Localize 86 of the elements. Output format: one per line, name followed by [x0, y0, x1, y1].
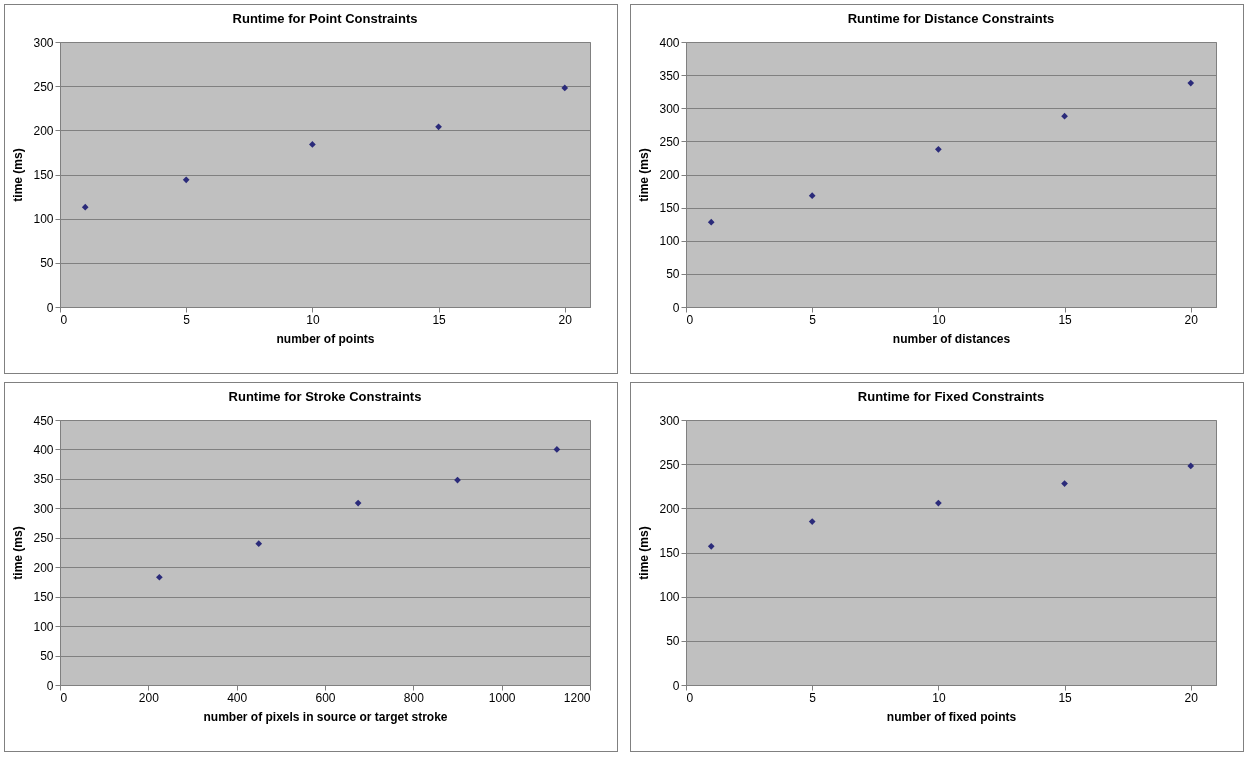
- point: [707, 218, 715, 226]
- y-axis-title: time (ms): [637, 148, 652, 202]
- point: [1187, 79, 1195, 87]
- x-tick-label: 20: [1184, 690, 1199, 705]
- y-tick-label: 350: [33, 472, 54, 487]
- point: [435, 123, 442, 131]
- y-axis-title: time (ms): [637, 526, 652, 580]
- x-tick-label: 0: [60, 312, 68, 327]
- point: [81, 203, 89, 211]
- y-tick-label: 200: [659, 501, 680, 516]
- x-tick-label: 5: [809, 312, 817, 327]
- x-tick-label: 0: [686, 690, 694, 705]
- x-tick-label: 10: [306, 312, 320, 327]
- y-tick-label: 250: [659, 457, 680, 472]
- y-axis-title: time (ms): [11, 526, 26, 580]
- y-tick-label: 350: [659, 68, 680, 83]
- x-tick-label: 10: [932, 312, 946, 327]
- point: [1187, 462, 1195, 470]
- y-tick-label: 200: [33, 123, 54, 138]
- x-tick-label: 800: [403, 690, 425, 705]
- y-tick-label: 100: [33, 212, 54, 227]
- x-tick-label: 1200: [563, 690, 591, 705]
- y-tick-label: 250: [33, 79, 54, 94]
- x-tick-label: 20: [558, 312, 573, 327]
- y-tick-label: 150: [33, 590, 54, 605]
- y-tick-label: 50: [40, 256, 54, 271]
- x-axis-title: number of distances: [892, 331, 1011, 346]
- point: [553, 446, 561, 453]
- y-tick-label: 0: [46, 300, 54, 315]
- chart-title: Runtime for Point Constraints: [232, 11, 418, 26]
- y-tick-label: 400: [659, 35, 680, 50]
- y-tick-label: 150: [659, 201, 680, 216]
- y-tick-label: 450: [33, 413, 54, 428]
- point: [255, 540, 263, 548]
- y-tick-label: 50: [666, 267, 680, 282]
- x-tick-label: 0: [686, 312, 694, 327]
- point: [156, 573, 163, 581]
- point: [182, 176, 190, 184]
- chart-title: Runtime for Stroke Constraints: [228, 389, 422, 404]
- point: [935, 499, 942, 507]
- x-tick-label: 5: [809, 690, 817, 705]
- point: [707, 542, 715, 550]
- y-tick-label: 100: [659, 590, 680, 605]
- x-tick-label: 5: [183, 312, 191, 327]
- x-tick-label: 400: [227, 690, 248, 705]
- y-tick-label: 50: [666, 634, 680, 649]
- point: [935, 145, 942, 153]
- x-tick-label: 1000: [488, 690, 516, 705]
- x-tick-label: 0: [60, 690, 68, 705]
- point: [808, 192, 816, 200]
- x-tick-label: 200: [138, 690, 160, 705]
- point: [561, 84, 569, 92]
- point: [808, 518, 816, 525]
- x-tick-label: 20: [1184, 312, 1199, 327]
- y-tick-label: 150: [659, 546, 680, 560]
- x-tick-label: 15: [432, 312, 447, 327]
- y-tick-label: 0: [672, 678, 680, 693]
- y-tick-label: 100: [33, 619, 54, 634]
- point: [1061, 112, 1068, 120]
- y-tick-label: 200: [33, 560, 54, 575]
- point: [354, 499, 362, 507]
- chart-title: Runtime for Fixed Constraints: [857, 389, 1045, 404]
- y-tick-label: 300: [33, 35, 54, 50]
- y-tick-label: 250: [33, 531, 54, 546]
- y-tick-label: 50: [40, 649, 54, 664]
- y-tick-label: 100: [659, 234, 680, 249]
- y-tick-label: 300: [659, 101, 680, 116]
- x-axis-title: number of fixed points: [886, 709, 1017, 724]
- x-tick-label: 15: [1058, 312, 1073, 327]
- y-tick-label: 400: [33, 442, 54, 457]
- y-tick-label: 0: [46, 678, 54, 693]
- y-tick-label: 150: [33, 168, 54, 182]
- y-axis-title: time (ms): [11, 148, 26, 202]
- y-tick-label: 300: [33, 501, 54, 516]
- x-axis-title: number of points: [276, 331, 375, 346]
- x-tick-label: 600: [315, 690, 336, 705]
- point: [309, 141, 316, 148]
- y-tick-label: 0: [672, 300, 680, 315]
- x-tick-label: 10: [932, 690, 946, 705]
- y-tick-label: 200: [659, 168, 680, 182]
- y-tick-label: 250: [659, 134, 680, 149]
- x-axis-title: number of pixels in source or target stroke: [203, 709, 448, 724]
- chart-title: Runtime for Distance Constraints: [847, 11, 1055, 26]
- point: [1061, 480, 1068, 487]
- x-tick-label: 15: [1058, 690, 1073, 705]
- y-tick-label: 300: [659, 413, 680, 428]
